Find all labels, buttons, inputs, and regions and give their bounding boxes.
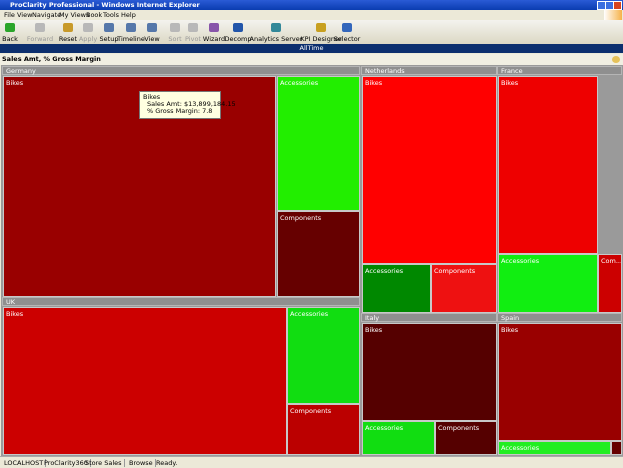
toolbar-icon [271, 23, 281, 32]
toolbar-button[interactable]: KPI Designer [300, 35, 342, 43]
toolbar-button[interactable]: Forward [26, 35, 54, 43]
tile[interactable] [611, 441, 622, 455]
toolbar-icon [104, 23, 114, 32]
group-header[interactable]: Italy [361, 313, 497, 322]
toolbar-button[interactable]: Decomp [224, 35, 252, 43]
toolbar-button[interactable]: Sort [168, 35, 182, 43]
toolbar-icon [316, 23, 326, 32]
tile[interactable]: Accessories [287, 307, 360, 404]
toolbar-icon [126, 23, 136, 32]
toolbar-button[interactable]: Reset [58, 35, 78, 43]
menu-item[interactable]: Tools [103, 11, 120, 19]
status-field: ProClarity360 [42, 459, 91, 467]
tile[interactable]: Components [435, 421, 497, 455]
tile[interactable]: Components [277, 211, 360, 297]
toolbar-icon [342, 23, 352, 32]
menu-item[interactable]: Book [86, 11, 103, 19]
title-bar: ProClarity Professional - Windows Intern… [0, 0, 623, 10]
tile[interactable]: Accessories [277, 76, 360, 211]
view-title: Sales Amt, % Gross Margin [0, 54, 623, 65]
tile[interactable]: Com... [598, 254, 622, 313]
tile[interactable]: Bikes [3, 307, 287, 455]
window-title: ProClarity Professional - Windows Intern… [10, 1, 200, 9]
toolbar-button[interactable]: Wizard [202, 35, 226, 43]
toolbar-button[interactable]: Setup [99, 35, 119, 43]
group-header[interactable]: Spain [497, 313, 622, 322]
toolbar-button[interactable]: Apply [78, 35, 98, 43]
toolbar: Back Forward Reset Apply Setup Timeline View So… [0, 20, 623, 45]
tile[interactable]: Accessories [362, 264, 431, 313]
status-bar: LOCALHOST ProClarity360 Store Sales Browse R… [0, 456, 623, 468]
status-field: Browse [127, 459, 156, 467]
tile[interactable]: Components [287, 404, 360, 455]
menu-item[interactable]: View [17, 11, 33, 19]
close[interactable] [613, 1, 622, 10]
toolbar-button[interactable]: Timeline [117, 35, 145, 43]
tile[interactable]: Components [431, 264, 497, 313]
status-field: LOCALHOST [2, 459, 47, 467]
tile[interactable]: Accessories [498, 254, 598, 313]
menu-item[interactable]: Help [121, 11, 136, 19]
menu-item[interactable]: My Views [59, 11, 90, 19]
menu-item[interactable]: File [4, 11, 15, 19]
tile[interactable]: Accessories [498, 441, 611, 455]
toolbar-button[interactable]: Back [2, 35, 18, 43]
group-header[interactable]: France [497, 66, 622, 75]
tile[interactable]: Bikes [498, 323, 622, 441]
tooltip-line: % Gross Margin: 7.8 [147, 107, 213, 115]
context-bar: AllTime [0, 44, 623, 53]
toolbar-button[interactable]: Pivot [185, 35, 201, 43]
group-header[interactable]: Germany [2, 66, 360, 75]
window-controls[interactable] [597, 1, 622, 10]
toolbar-button[interactable]: Analytics Server [249, 35, 303, 43]
tooltip-title: Bikes [143, 93, 161, 101]
tooltip-line: Sales Amt: $13,899,184.15 [147, 100, 236, 108]
toolbar-icon [83, 23, 93, 32]
toolbar-icon [209, 23, 219, 32]
toolbar-button[interactable]: Selector [333, 35, 361, 43]
toolbar-icon [63, 23, 73, 32]
toolbar-icon [5, 23, 15, 32]
tile[interactable]: Bikes [362, 323, 497, 421]
toolbar-icon [233, 23, 243, 32]
toolbar-icon [188, 23, 198, 32]
status-field: Ready. [156, 459, 178, 467]
ie-logo [604, 10, 622, 20]
view-icon [612, 56, 620, 63]
toolbar-icon [170, 23, 180, 32]
toolbar-icon [35, 23, 45, 32]
toolbar-button[interactable]: View [144, 35, 160, 43]
tile[interactable]: Bikes [362, 76, 497, 264]
tooltip: Bikes Sales Amt: $13,899,184.15 % Gross … [139, 91, 236, 119]
treemap: Germany Bikes Accessories Components Netherl… [1, 65, 623, 456]
menu-item[interactable]: Navigate [32, 11, 62, 19]
menu-bar: File View Navigate My Views Book Tools Help [0, 10, 623, 20]
group-header[interactable]: Netherlands [361, 66, 497, 75]
tile[interactable]: Accessories [362, 421, 435, 455]
toolbar-icon [147, 23, 157, 32]
tile[interactable]: Bikes [498, 76, 598, 254]
status-field: Store Sales [83, 459, 125, 467]
group-header[interactable]: UK [2, 297, 360, 306]
